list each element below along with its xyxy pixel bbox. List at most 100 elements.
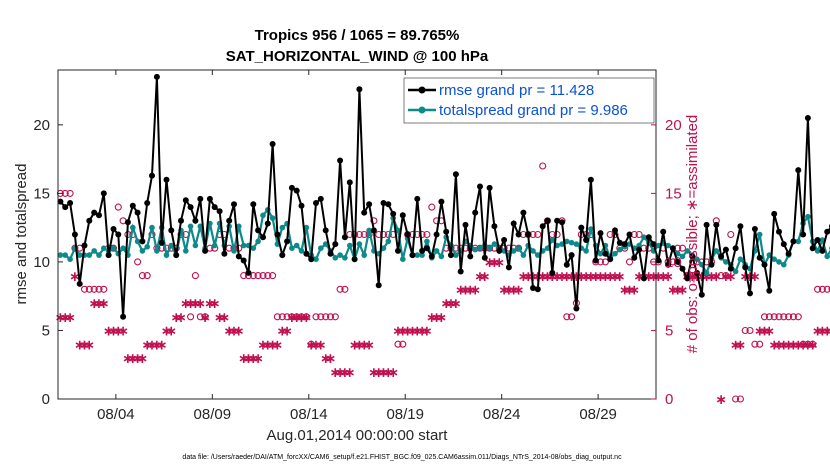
obs-assimilated-marker: ∗ bbox=[735, 337, 747, 353]
obs-possible-marker bbox=[423, 230, 431, 239]
rmse-point bbox=[337, 157, 344, 164]
obs-assimilated-marker: ∗ bbox=[305, 337, 317, 353]
spread-point bbox=[713, 248, 720, 254]
obs-assimilated-marker: ∗ bbox=[725, 269, 737, 285]
obs-assimilated-marker: ∗ bbox=[334, 365, 346, 381]
rmse-point bbox=[260, 234, 266, 241]
obs-assimilated-marker: ∗ bbox=[204, 296, 216, 312]
rmse-point bbox=[202, 247, 209, 254]
rmse-point bbox=[298, 202, 305, 209]
rmse-point bbox=[727, 265, 734, 272]
obs-possible-marker bbox=[283, 313, 291, 321]
spread-point bbox=[187, 223, 194, 230]
rmse-point bbox=[332, 241, 339, 248]
obs-assimilated-marker: ∗ bbox=[662, 269, 674, 285]
spread-point bbox=[347, 242, 353, 249]
rmse-point bbox=[423, 245, 430, 252]
obs-assimilated-marker: ∗ bbox=[546, 269, 558, 285]
rmse-point bbox=[525, 231, 532, 238]
obs-assimilated-marker: ∗ bbox=[445, 296, 457, 312]
obs-assimilated-marker: ∗ bbox=[146, 337, 158, 353]
rmse-point bbox=[795, 167, 802, 174]
obs-assimilated-marker: ∗ bbox=[812, 324, 824, 340]
obs-assimilated-marker: ∗ bbox=[402, 324, 414, 340]
spread-point bbox=[568, 239, 575, 246]
obs-possible-marker bbox=[823, 285, 830, 293]
obs-assimilated-marker: ∗ bbox=[513, 283, 525, 299]
rmse-point bbox=[399, 212, 406, 219]
obs-assimilated-marker: ∗ bbox=[339, 365, 351, 381]
obs-assimilated-marker: ∗ bbox=[238, 351, 250, 367]
obs-assimilated-marker: ∗ bbox=[223, 324, 235, 340]
rmse-point bbox=[636, 246, 643, 253]
obs-assimilated-marker: ∗ bbox=[426, 310, 438, 326]
spread-point bbox=[732, 268, 739, 275]
spread-point bbox=[573, 241, 580, 247]
spread-point bbox=[395, 227, 401, 234]
rmse-point bbox=[105, 252, 112, 259]
spread-point bbox=[535, 252, 541, 258]
rmse-point bbox=[390, 210, 397, 217]
spread-point bbox=[298, 248, 305, 254]
rmse-point bbox=[616, 239, 623, 246]
rmse-point bbox=[563, 261, 570, 268]
obs-assimilated-marker: ∗ bbox=[243, 351, 255, 367]
rmse-point bbox=[57, 198, 64, 205]
obs-assimilated-marker: ∗ bbox=[301, 310, 313, 326]
rmse-point bbox=[737, 223, 744, 230]
spread-point bbox=[424, 238, 430, 245]
rmse-point bbox=[96, 212, 102, 219]
obs-assimilated-marker: ∗ bbox=[706, 269, 718, 285]
rmse-point bbox=[684, 275, 691, 282]
spread-point bbox=[154, 248, 160, 254]
obs-possible-marker bbox=[312, 313, 320, 321]
plot-frame bbox=[57, 69, 657, 400]
obs-assimilated-marker: ∗ bbox=[440, 296, 452, 312]
obs-assimilated-marker: ∗ bbox=[363, 337, 375, 353]
rmse-point bbox=[322, 227, 329, 234]
obs-possible-marker bbox=[293, 313, 301, 321]
spread-point bbox=[269, 215, 276, 221]
spread-point bbox=[313, 256, 319, 263]
obs-assimilated-marker: ∗ bbox=[686, 269, 698, 285]
obs-possible-marker bbox=[799, 340, 807, 348]
obs-assimilated-marker: ∗ bbox=[628, 283, 640, 299]
obs-assimilated-marker: ∗ bbox=[710, 269, 722, 285]
obs-assimilated-marker: ∗ bbox=[436, 310, 448, 326]
obs-assimilated-marker: ∗ bbox=[233, 324, 245, 340]
chart-subtitle: SAT_HORIZONTAL_WIND @ 100 hPa bbox=[226, 48, 489, 65]
rmse-point bbox=[756, 254, 763, 261]
rmse-point bbox=[578, 224, 585, 231]
spread-point bbox=[588, 226, 594, 232]
rmse-point bbox=[375, 282, 382, 289]
obs-possible-marker bbox=[539, 162, 547, 170]
obs-assimilated-marker: ∗ bbox=[749, 269, 761, 285]
y-tick-label: 0 bbox=[42, 391, 50, 408]
obs-assimilated-marker: ∗ bbox=[739, 269, 751, 285]
axis-ticks: 08/04 08/09 08/14 08/19 08/24 08/29 0 5 10 15 20 0 5… bbox=[33, 70, 682, 423]
obs-possible-marker bbox=[399, 340, 407, 348]
rmse-point bbox=[698, 291, 705, 298]
obs-assimilated-marker: ∗ bbox=[392, 324, 404, 340]
obs-assimilated-marker: ∗ bbox=[450, 296, 462, 312]
obs-possible-marker bbox=[114, 203, 122, 211]
spread-point bbox=[356, 241, 363, 247]
obs-assimilated-marker: ∗ bbox=[407, 324, 419, 340]
data-file-footnote: data file: /Users/raeder/DAI/ATM_forcXX/… bbox=[182, 454, 622, 461]
obs-assimilated-marker: ∗ bbox=[551, 269, 563, 285]
rmse-point bbox=[679, 265, 686, 272]
obs-possible-marker bbox=[191, 272, 199, 280]
obs-assimilated-marker: ∗ bbox=[527, 269, 539, 285]
obs-assimilated-marker: ∗ bbox=[88, 296, 100, 312]
rmse-point bbox=[284, 238, 291, 245]
rmse-point bbox=[245, 269, 252, 276]
rmse-point bbox=[544, 217, 551, 224]
obs-assimilated-marker: ∗ bbox=[431, 310, 443, 326]
spread-point bbox=[737, 256, 744, 263]
obs-assimilated-marker: ∗ bbox=[108, 324, 120, 340]
spread-point bbox=[183, 248, 189, 254]
obs-assimilated-marker: ∗ bbox=[387, 365, 399, 381]
rmse-point bbox=[780, 241, 787, 248]
obs-possible-marker bbox=[278, 313, 286, 321]
obs-possible-marker bbox=[804, 340, 812, 348]
